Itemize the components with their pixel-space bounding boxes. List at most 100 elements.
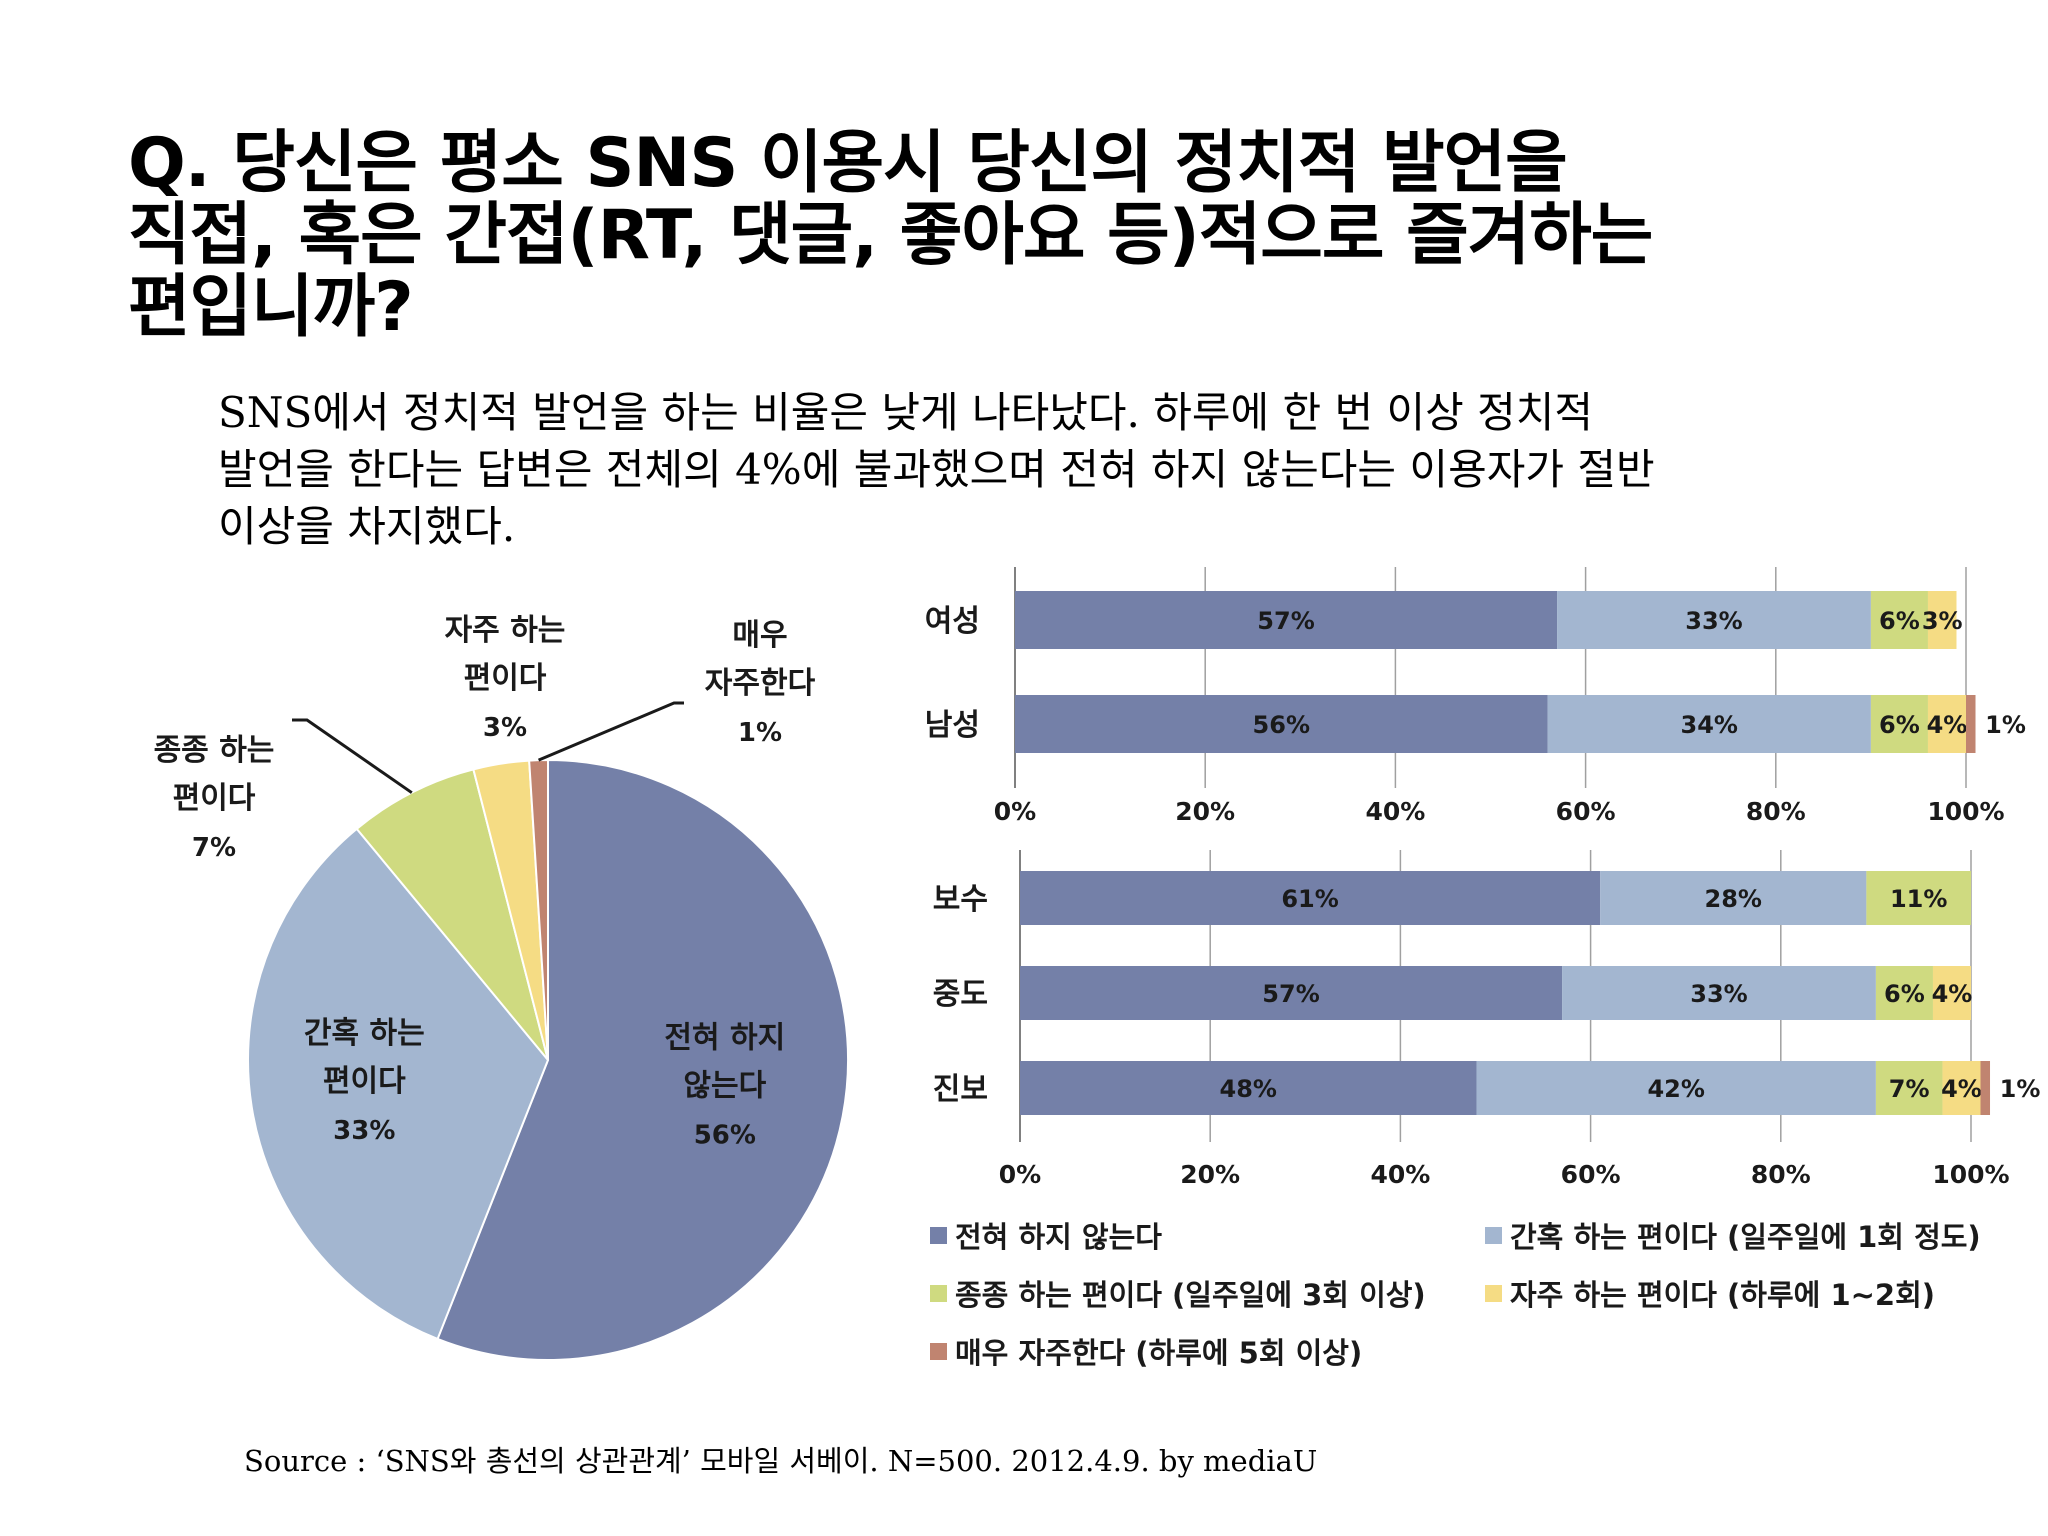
pie-label: 편이다 <box>464 661 547 696</box>
bar-value-label: 42% <box>1647 1075 1704 1103</box>
pie-value-label: 33% <box>333 1116 395 1146</box>
bar-value-label: 6% <box>1884 980 1925 1008</box>
bar-segment <box>1547 695 1871 753</box>
subtitle-line: 발언을 한다는 답변은 전체의 4%에 불과했으며 전혀 하지 않는다는 이용자… <box>218 445 1655 495</box>
y-category-label: 여성 <box>925 604 980 639</box>
bar-value-label: 1% <box>1985 711 2026 739</box>
title-line: 편입니까? <box>128 268 414 348</box>
bar-segment <box>1980 1061 1991 1115</box>
legend-swatch <box>930 1226 947 1244</box>
bar-value-label: 33% <box>1690 980 1747 1008</box>
bar-segment <box>1927 591 1957 649</box>
bar-segment <box>1476 1061 1876 1115</box>
y-category-label: 중도 <box>933 977 988 1012</box>
legend-item: 전혀 하지 않는다 <box>930 1214 1162 1256</box>
pie-slice <box>436 758 850 1361</box>
legend-item: 매우 자주한다 (하루에 5회 이상) <box>930 1330 1362 1372</box>
bar-segment <box>1020 966 1563 1020</box>
y-category-label: 남성 <box>925 708 980 743</box>
bar-value-label: 57% <box>1257 607 1314 635</box>
x-tick-label: 60% <box>1556 797 1616 826</box>
pie-value-label: 1% <box>738 718 782 748</box>
source-note: Source : ‘SNS와 총선의 상관관계’ 모바일 서베이. N=500.… <box>244 1444 1318 1478</box>
bar-value-label: 48% <box>1220 1075 1277 1103</box>
x-tick-label: 40% <box>1365 797 1425 826</box>
bar-segment <box>1866 871 1971 925</box>
bar-segment <box>1942 1061 1981 1115</box>
title-line: Q. 당신은 평소 SNS 이용시 당신의 정치적 발언을 <box>128 124 1568 203</box>
bar-segment <box>1015 695 1548 753</box>
legend-label: 전혀 하지 않는다 <box>955 1220 1162 1254</box>
bar-segment <box>1870 695 1928 753</box>
subtitle-line: 이상을 차지했다. <box>218 502 516 552</box>
x-tick-label: 100% <box>1932 1160 2009 1189</box>
bar-segment <box>1015 591 1558 649</box>
bar-segment <box>1927 695 1966 753</box>
bar-segment <box>1562 966 1876 1020</box>
bar-segment <box>1870 591 1928 649</box>
x-tick-label: 0% <box>994 797 1036 826</box>
bar-chart-ideology: 0% 20% 40% 60% 80% 100%보수 61% 28% 11%중도 57% 33% 6% 4… <box>933 850 2041 1189</box>
x-tick-label: 80% <box>1746 797 1806 826</box>
legend-swatch <box>1485 1226 1502 1244</box>
bar-value-label: 6% <box>1879 711 1920 739</box>
pie-leader-line <box>292 718 413 794</box>
pie-slice <box>355 768 549 1061</box>
legend-swatch <box>1485 1284 1502 1302</box>
x-tick-label: 40% <box>1370 1160 1430 1189</box>
bar-value-label: 57% <box>1262 980 1319 1008</box>
legend-label: 종종 하는 편이다 (일주일에 3회 이상) <box>955 1278 1426 1312</box>
x-tick-label: 20% <box>1175 797 1235 826</box>
bar-value-label: 28% <box>1705 885 1762 913</box>
bar-value-label: 4% <box>1932 980 1973 1008</box>
bar-chart-gender: 0% 20% 40% 60% 80% 100%여성 57% 33% 6% 3%남성 56% 34% 6%… <box>925 567 2026 826</box>
legend-item: 자주 하는 편이다 (하루에 1~2회) <box>1485 1272 1935 1314</box>
bar-value-label: 3% <box>1922 607 1963 635</box>
pie-leader-line <box>537 701 684 762</box>
bar-value-label: 56% <box>1253 711 1310 739</box>
x-tick-label: 60% <box>1561 1160 1621 1189</box>
pie-label: 않는다 <box>683 1069 766 1104</box>
bar-segment <box>1557 591 1871 649</box>
x-tick-label: 20% <box>1180 1160 1240 1189</box>
x-tick-label: 100% <box>1927 797 2004 826</box>
pie-value-label: 56% <box>694 1121 756 1151</box>
subtitle-line: SNS에서 정치적 발언을 하는 비율은 낮게 나타났다. 하루에 한 번 이상… <box>218 388 1594 437</box>
slide-title: Q. 당신은 평소 SNS 이용시 당신의 정치적 발언을 직접, 혹은 간접(… <box>128 124 1948 348</box>
pie-value-label: 3% <box>483 713 527 743</box>
pie-label: 종종 하는 <box>154 733 275 768</box>
pie-label: 편이다 <box>173 781 256 816</box>
bar-value-label: 6% <box>1879 607 1920 635</box>
bar-segment <box>1875 966 1933 1020</box>
bar-segment <box>1600 871 1867 925</box>
bar-value-label: 4% <box>1927 711 1968 739</box>
legend-swatch <box>930 1284 947 1302</box>
bar-value-label: 34% <box>1681 711 1738 739</box>
legend-swatch <box>930 1342 947 1360</box>
pie-value-label: 7% <box>192 833 236 863</box>
slide-subtitle: SNS에서 정치적 발언을 하는 비율은 낮게 나타났다. 하루에 한 번 이상… <box>218 384 1918 555</box>
bar-segment <box>1020 871 1601 925</box>
legend-label: 자주 하는 편이다 (하루에 1~2회) <box>1510 1278 1936 1312</box>
y-category-label: 보수 <box>933 882 988 917</box>
legend-item: 간혹 하는 편이다 (일주일에 1회 정도) <box>1485 1214 1981 1256</box>
x-tick-label: 80% <box>1751 1160 1811 1189</box>
bar-segment <box>1020 1061 1477 1115</box>
bar-value-label: 7% <box>1889 1075 1930 1103</box>
chart-legend: 전혀 하지 않는다 간혹 하는 편이다 (일주일에 1회 정도) 종종 하는 편이다… <box>930 1214 2030 1384</box>
pie-label: 전혀 하지 <box>664 1021 785 1056</box>
pie-label: 자주 하는 <box>445 613 566 648</box>
title-line: 직접, 혹은 간접(RT, 댓글, 좋아요 등)적으로 즐겨하는 <box>128 196 1653 276</box>
bar-value-label: 61% <box>1281 885 1338 913</box>
pie-label: 자주한다 <box>705 666 816 701</box>
bar-segment <box>1966 695 1976 753</box>
bar-value-label: 33% <box>1685 607 1742 635</box>
bar-value-label: 1% <box>2000 1075 2041 1103</box>
pie-label: 간혹 하는 <box>304 1016 425 1051</box>
pie-slice <box>247 827 550 1341</box>
bar-value-label: 4% <box>1941 1075 1982 1103</box>
legend-item: 종종 하는 편이다 (일주일에 3회 이상) <box>930 1272 1426 1314</box>
y-category-label: 진보 <box>933 1072 988 1107</box>
